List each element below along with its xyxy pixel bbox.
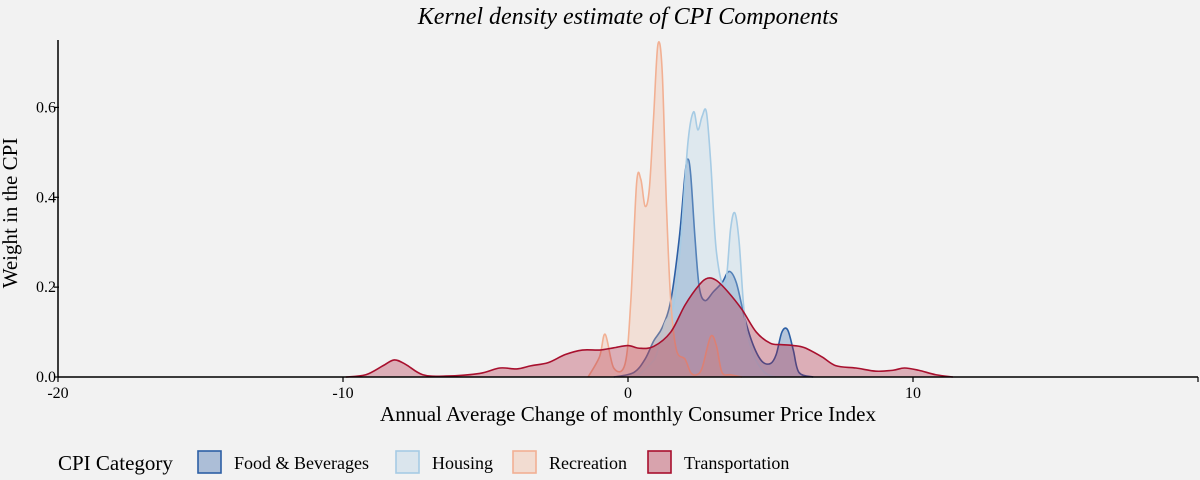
legend-key-food-and-beverages <box>197 450 222 474</box>
x-tick-label: 10 <box>905 385 921 402</box>
x-axis-label: Annual Average Change of monthly Consume… <box>380 402 876 426</box>
legend-label-food-and-beverages: Food & Beverages <box>234 453 369 473</box>
density-area-housing <box>636 108 777 377</box>
legend-label-housing: Housing <box>432 453 493 473</box>
legend-key-transportation <box>647 450 672 474</box>
x-tick-label: 0 <box>624 385 632 402</box>
legend-label-recreation: Recreation <box>549 453 627 473</box>
axes-layer: -20 -10 0 10 0.0 0.2 0.4 0.6 <box>36 40 1199 402</box>
x-tick-label: -20 <box>47 385 68 402</box>
legend-label-transportation: Transportation <box>684 453 789 473</box>
density-line-food-and-beverages <box>613 158 814 378</box>
density-line-transportation <box>345 277 954 378</box>
legend-title: CPI Category <box>58 451 173 475</box>
y-axis-label: Weight in the CPI <box>0 138 22 289</box>
chart-title: Kernel density estimate of CPI Component… <box>417 4 839 30</box>
legend-key-housing <box>395 450 420 474</box>
series-layer <box>345 40 954 378</box>
legend-key-recreation <box>512 450 537 474</box>
y-tick-label: 0.4 <box>36 189 56 206</box>
legend: CPI Category Food & Beverages Housing Recr… <box>58 450 789 475</box>
density-area-recreation <box>588 41 742 377</box>
x-tick-label: -10 <box>332 385 353 402</box>
y-tick-label: 0.0 <box>36 369 56 386</box>
density-area-transportation <box>345 277 953 377</box>
y-tick-label: 0.6 <box>36 99 56 116</box>
y-tick-label: 0.2 <box>36 279 56 296</box>
density-line-housing <box>636 108 777 378</box>
density-area-food-and-beverages <box>613 159 814 377</box>
density-line-recreation <box>587 40 743 378</box>
